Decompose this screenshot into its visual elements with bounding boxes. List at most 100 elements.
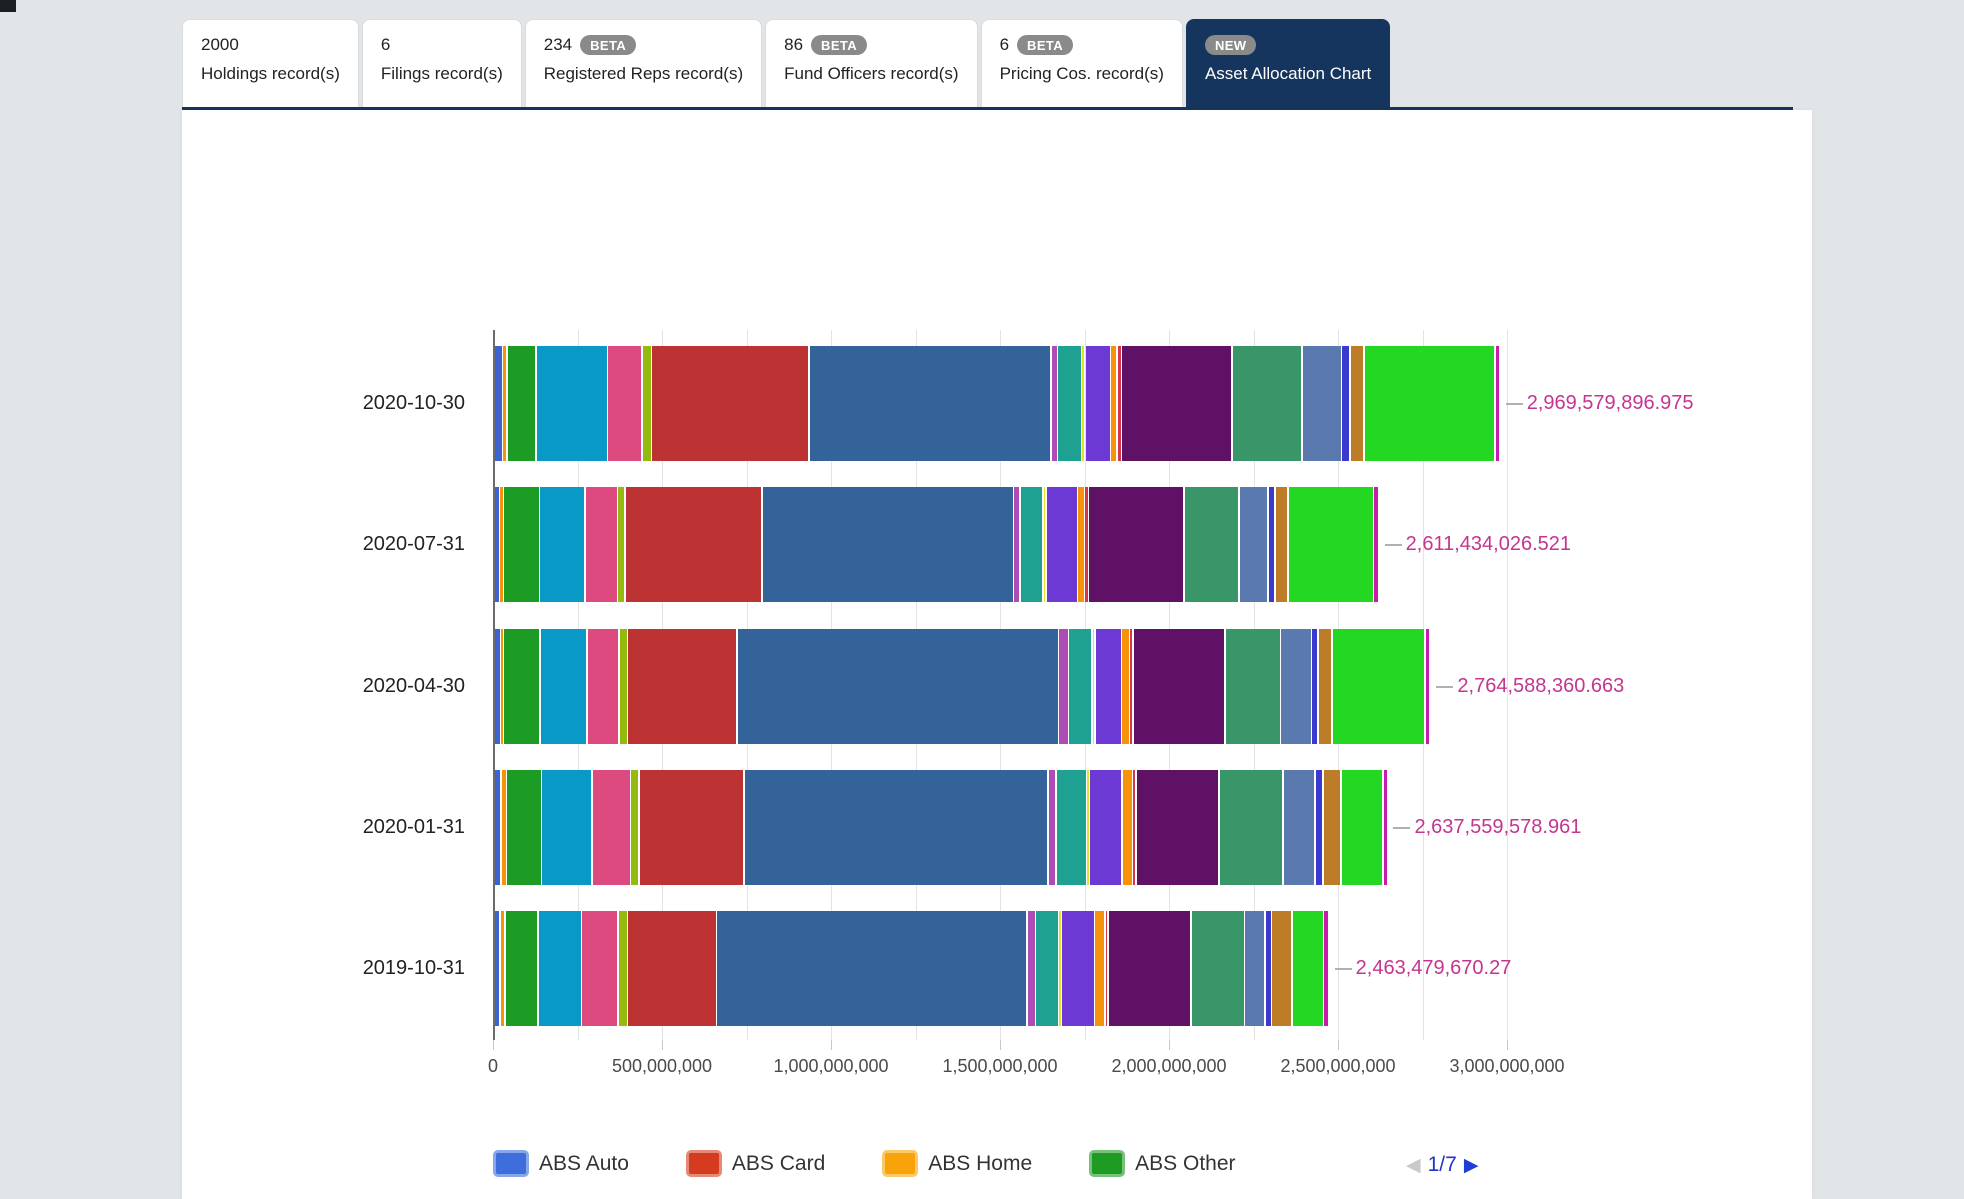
bar-segment[interactable] xyxy=(1323,770,1341,885)
bar-segment[interactable] xyxy=(592,770,630,885)
bar-segment[interactable] xyxy=(1059,629,1068,744)
bar-segment[interactable] xyxy=(1268,487,1275,602)
legend-prev-page-button[interactable]: ◀ xyxy=(1406,1154,1421,1176)
bar-segment[interactable] xyxy=(503,346,507,461)
bar-segment[interactable] xyxy=(1105,911,1108,1026)
bar-segment[interactable] xyxy=(1272,911,1292,1026)
bar-segment[interactable] xyxy=(500,911,505,1026)
bar-segment[interactable] xyxy=(1058,346,1081,461)
bar-segment[interactable] xyxy=(1312,629,1318,744)
bar-segment[interactable] xyxy=(1342,346,1349,461)
legend-item-abs-other[interactable]: ABS Other xyxy=(1089,1150,1236,1177)
bar-segment[interactable] xyxy=(1239,487,1268,602)
bar-segment[interactable] xyxy=(1133,770,1136,885)
bar-segment[interactable] xyxy=(1056,770,1086,885)
bar-segment[interactable] xyxy=(495,629,500,744)
bar-segment[interactable] xyxy=(717,911,1027,1026)
bar-segment[interactable] xyxy=(1051,346,1057,461)
tab-fund-officers[interactable]: 86 BETA Fund Officers record(s) xyxy=(765,19,978,107)
bar-segment[interactable] xyxy=(1315,770,1323,885)
bar-segment[interactable] xyxy=(628,629,737,744)
bar-segment[interactable] xyxy=(1225,629,1280,744)
bar-segment[interactable] xyxy=(507,770,541,885)
bar-segment[interactable] xyxy=(501,629,503,744)
bar-segment[interactable] xyxy=(809,346,1051,461)
bar-segment[interactable] xyxy=(536,346,607,461)
bar-segment[interactable] xyxy=(538,911,581,1026)
bar-segment[interactable] xyxy=(1324,911,1328,1026)
bar-segment[interactable] xyxy=(1288,487,1373,602)
bar-segment[interactable] xyxy=(1082,346,1085,461)
bar-segment[interactable] xyxy=(1245,911,1265,1026)
legend-item-abs-card[interactable]: ABS Card xyxy=(685,1150,825,1177)
bar-segment[interactable] xyxy=(1350,346,1364,461)
bar-segment[interactable] xyxy=(1283,770,1315,885)
bar-segment[interactable] xyxy=(1092,629,1095,744)
bar-segment[interactable] xyxy=(1117,346,1121,461)
bar-segment[interactable] xyxy=(1364,346,1495,461)
bar-segment[interactable] xyxy=(762,487,1013,602)
bar-segment[interactable] xyxy=(1087,770,1089,885)
bar-segment[interactable] xyxy=(1219,770,1283,885)
bar-segment[interactable] xyxy=(619,629,627,744)
bar-segment[interactable] xyxy=(1059,911,1061,1026)
bar-segment[interactable] xyxy=(1095,911,1105,1026)
bar-segment[interactable] xyxy=(1078,487,1084,602)
bar-segment[interactable] xyxy=(1062,911,1094,1026)
bar-segment[interactable] xyxy=(1425,629,1430,744)
bar-segment[interactable] xyxy=(652,346,809,461)
bar-segment[interactable] xyxy=(495,770,501,885)
bar-segment[interactable] xyxy=(1111,346,1117,461)
bar-segment[interactable] xyxy=(608,346,642,461)
bar-segment[interactable] xyxy=(582,911,618,1026)
bar-segment[interactable] xyxy=(1383,770,1387,885)
bar-segment[interactable] xyxy=(1495,346,1499,461)
bar-segment[interactable] xyxy=(587,629,619,744)
bar-segment[interactable] xyxy=(1191,911,1244,1026)
bar-segment[interactable] xyxy=(1265,911,1271,1026)
bar-segment[interactable] xyxy=(495,911,500,1026)
bar-segment[interactable] xyxy=(1090,770,1122,885)
bar-segment[interactable] xyxy=(505,911,538,1026)
bar-segment[interactable] xyxy=(540,629,587,744)
bar-segment[interactable] xyxy=(1275,487,1288,602)
bar-segment[interactable] xyxy=(1122,770,1132,885)
bar-segment[interactable] xyxy=(540,487,585,602)
bar-segment[interactable] xyxy=(501,770,506,885)
bar-segment[interactable] xyxy=(1027,911,1035,1026)
bar-segment[interactable] xyxy=(1292,911,1323,1026)
bar-segment[interactable] xyxy=(1069,629,1092,744)
bar-segment[interactable] xyxy=(628,911,716,1026)
bar-segment[interactable] xyxy=(504,487,539,602)
bar-segment[interactable] xyxy=(1281,629,1311,744)
tab-pricing-cos[interactable]: 6 BETA Pricing Cos. record(s) xyxy=(980,19,1183,107)
bar-segment[interactable] xyxy=(542,770,591,885)
bar-segment[interactable] xyxy=(1122,629,1129,744)
bar-segment[interactable] xyxy=(642,346,651,461)
bar-segment[interactable] xyxy=(1184,487,1239,602)
bar-segment[interactable] xyxy=(1108,911,1191,1026)
bar-segment[interactable] xyxy=(1122,346,1232,461)
bar-segment[interactable] xyxy=(1020,487,1043,602)
bar-segment[interactable] xyxy=(585,487,617,602)
bar-segment[interactable] xyxy=(1133,629,1225,744)
bar-segment[interactable] xyxy=(1302,346,1341,461)
bar-segment[interactable] xyxy=(1048,770,1056,885)
bar-segment[interactable] xyxy=(1095,629,1121,744)
legend-next-page-button[interactable]: ▶ xyxy=(1463,1154,1479,1176)
tab-holdings[interactable]: 2000 Holdings record(s) xyxy=(182,19,359,107)
bar-segment[interactable] xyxy=(1318,629,1332,744)
bar-segment[interactable] xyxy=(1136,770,1219,885)
bar-segment[interactable] xyxy=(507,346,536,461)
bar-segment[interactable] xyxy=(500,487,503,602)
bar-segment[interactable] xyxy=(504,629,540,744)
bar-segment[interactable] xyxy=(1014,487,1020,602)
bar-segment[interactable] xyxy=(618,911,627,1026)
bar-segment[interactable] xyxy=(744,770,1048,885)
bar-segment[interactable] xyxy=(1130,629,1133,744)
tab-registered-reps[interactable]: 234 BETA Registered Reps record(s) xyxy=(524,19,763,107)
bar-segment[interactable] xyxy=(1332,629,1425,744)
bar-segment[interactable] xyxy=(1085,346,1110,461)
bar-segment[interactable] xyxy=(1374,487,1378,602)
bar-segment[interactable] xyxy=(495,346,502,461)
